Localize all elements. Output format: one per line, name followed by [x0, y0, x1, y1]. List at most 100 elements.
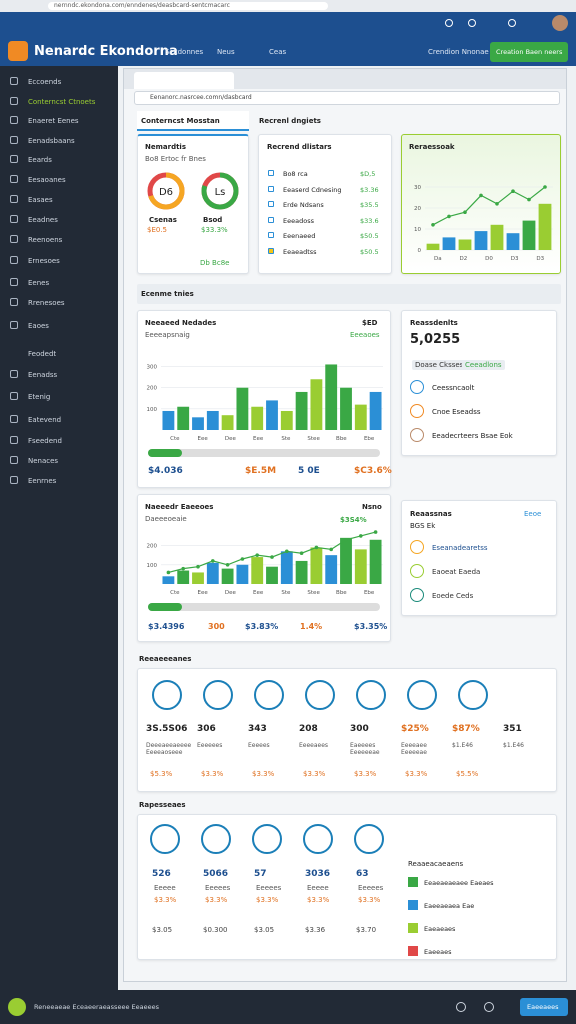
- row-label: Erde Ndsans: [283, 201, 324, 209]
- sidebar-item[interactable]: Enaeret Eenes: [28, 117, 79, 125]
- sidebar-item[interactable]: Eeadnes: [28, 216, 58, 224]
- y-tick-label: 100: [147, 407, 158, 413]
- trend-point: [255, 553, 259, 557]
- x-tick-label: Eee: [253, 436, 264, 442]
- bar: [162, 410, 175, 430]
- sidebar-item[interactable]: Rrenesoes: [28, 299, 65, 307]
- sidebar-item[interactable]: Eeards: [28, 156, 52, 164]
- badge: $ED: [362, 319, 378, 327]
- header-icon[interactable]: [468, 19, 476, 27]
- chip[interactable]: Doase Cksses: [412, 360, 467, 370]
- metric-pct: $3.3%: [252, 770, 275, 778]
- x-tick-label: D3: [511, 256, 519, 262]
- header-link[interactable]: Crendion Nnonae: [428, 48, 489, 56]
- trend-point: [299, 551, 304, 556]
- gauge-label: Csenas: [149, 216, 177, 224]
- bar: [206, 410, 219, 430]
- metric-pct: $3.3%: [358, 896, 381, 904]
- sidebar-item[interactable]: Reenoens: [28, 236, 63, 244]
- stat: 1.4%: [300, 622, 323, 631]
- sidebar-item[interactable]: Eccoends: [28, 78, 62, 86]
- sidebar-item[interactable]: Eatevend: [28, 416, 62, 424]
- x-tick-label: Eee: [198, 436, 209, 442]
- trend-point: [511, 189, 515, 193]
- brand: Nenardc Ekondorna: [34, 44, 178, 59]
- header-button-label[interactable]: Creation Baen neers: [496, 48, 563, 56]
- nav-link[interactable]: Neus: [217, 48, 235, 56]
- sidebar-icon: [10, 278, 18, 286]
- gauge-arc: [147, 172, 185, 210]
- metric-value: 57: [254, 869, 267, 879]
- sidebar-icon: [10, 456, 18, 464]
- x-tick-label: Ste: [281, 590, 291, 596]
- metric-amount: $3.70: [356, 926, 377, 934]
- bar: [426, 243, 440, 250]
- tab-label[interactable]: Recrenl dngiets: [259, 117, 321, 125]
- stat: $C3.6%: [354, 466, 392, 476]
- sidebar-item[interactable]: Nenaces: [28, 457, 59, 465]
- sidebar-item[interactable]: Ernesoes: [28, 257, 60, 265]
- nav-link[interactable]: Ceas: [269, 48, 287, 56]
- sidebar-icon: [10, 116, 18, 124]
- trend-point: [166, 570, 171, 575]
- sidebar-item[interactable]: Eenrnes: [28, 477, 57, 485]
- bar: [192, 572, 204, 584]
- bar: [354, 549, 367, 584]
- gauge-label: Bsod: [203, 216, 223, 224]
- nav-link[interactable]: Secdonnes: [165, 48, 204, 56]
- card-title: Recrend dlistars: [267, 143, 332, 151]
- metric-icon: [254, 680, 284, 710]
- footer-icon[interactable]: [484, 1002, 494, 1012]
- big-value: 5,0255: [410, 332, 461, 347]
- gauge: D6: [147, 172, 185, 210]
- header-button[interactable]: [490, 42, 568, 62]
- sidebar-item[interactable]: Eaoes: [28, 322, 49, 330]
- footer-icon[interactable]: [456, 1002, 466, 1012]
- trend-point: [314, 545, 319, 550]
- trend-point: [463, 210, 467, 214]
- badge: Nsno: [362, 503, 382, 511]
- footer-button-label[interactable]: Eaeeaees: [527, 1003, 559, 1011]
- sidebar-item[interactable]: Fseedend: [28, 437, 62, 445]
- metric-amount: $3.05: [254, 926, 275, 934]
- tab[interactable]: [137, 111, 249, 131]
- metric-label: Eeeees: [358, 884, 384, 892]
- stat: $3.4396: [148, 622, 185, 631]
- metric-value: $87%: [452, 724, 480, 734]
- row-label: Bo8 rca: [283, 170, 308, 178]
- header-icon[interactable]: [508, 19, 516, 27]
- x-tick-label: Ebe: [364, 436, 375, 442]
- header-icon[interactable]: [445, 19, 453, 27]
- footer-text: Reneeaeae Eceaeeraeasseee Eeaeees: [34, 1003, 159, 1011]
- row-label: Ceessncaolt: [432, 384, 475, 392]
- trend-point: [479, 193, 483, 198]
- card-title: Naeeedr Eaeeoes: [145, 503, 214, 511]
- chip[interactable]: Ceeadlons: [462, 360, 505, 370]
- tab[interactable]: [254, 111, 364, 131]
- sidebar-item[interactable]: Eesaoanes: [28, 176, 66, 184]
- trend-point: [196, 564, 200, 569]
- sidebar-item[interactable]: Easaes: [28, 196, 53, 204]
- sidebar-item[interactable]: Eenes: [28, 279, 50, 287]
- metric-value: 3036: [305, 869, 331, 879]
- progress: [148, 603, 380, 611]
- row-icon: [268, 232, 274, 238]
- y-tick-label: 100: [147, 563, 158, 569]
- tab-label[interactable]: Conterncst Mosstan: [141, 117, 220, 125]
- sidebar-item[interactable]: Eenadsbaans: [28, 137, 75, 145]
- sidebar-item[interactable]: Etenig: [28, 393, 51, 401]
- x-tick-label: Stee: [307, 436, 320, 442]
- tag: $3S4%: [340, 516, 367, 524]
- metric-icon: [354, 824, 384, 854]
- sidebar-item[interactable]: Conterncst Ctnoets: [28, 98, 96, 106]
- sidebar-icon: [10, 476, 18, 484]
- legend-swatch: [408, 946, 418, 956]
- row-icon: [268, 201, 274, 207]
- metric-pct: $3.3%: [354, 770, 377, 778]
- metric-label: Eeeeees: [197, 742, 223, 749]
- app-header: [0, 12, 576, 66]
- bar: [442, 237, 456, 250]
- row-icon: [268, 247, 274, 254]
- footer-button[interactable]: [520, 998, 568, 1016]
- sidebar-item[interactable]: Eenadss: [28, 371, 58, 379]
